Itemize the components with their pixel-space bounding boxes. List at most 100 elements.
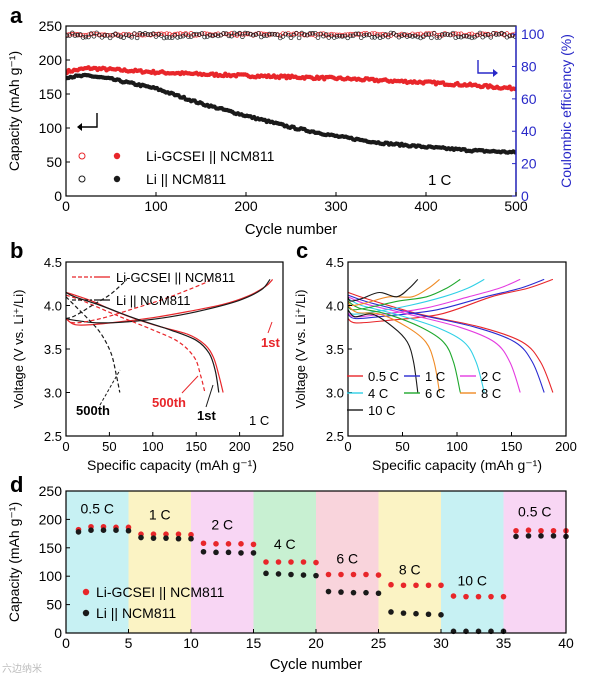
a-ce-point xyxy=(383,32,388,37)
a-ce-point xyxy=(180,31,186,37)
d-point xyxy=(413,582,419,589)
d-ytick-label: 200 xyxy=(39,511,63,527)
legend-a-red-label: Li-GCSEI || NCM811 xyxy=(146,148,275,164)
d-point xyxy=(350,589,357,596)
a-ce-point xyxy=(178,31,183,36)
a-ce-point xyxy=(348,33,353,39)
a-ce-point xyxy=(169,33,175,38)
a-ce-point xyxy=(137,32,143,38)
a-ce-point xyxy=(294,30,299,36)
a-ce-point xyxy=(423,32,429,38)
legend-cap-red-marker xyxy=(113,152,121,160)
d-point xyxy=(363,589,369,596)
a-ce-point xyxy=(121,35,126,40)
a-ce-point xyxy=(210,33,215,39)
d-band-label: 10 C xyxy=(457,572,487,588)
d-point xyxy=(375,572,382,578)
legend-d-black-label: Li || NCM811 xyxy=(96,605,176,621)
a-ce-point xyxy=(313,30,318,36)
a-ce-point xyxy=(256,31,261,36)
b-curve-gcsei-1st-discharge xyxy=(66,291,224,393)
a-ce-point xyxy=(156,32,161,37)
d-xtick-label: 35 xyxy=(496,635,512,651)
label-500th-black: 500th xyxy=(76,403,110,418)
d-point xyxy=(225,541,232,547)
a-right-tick-label: 20 xyxy=(521,156,537,172)
a-ce-point xyxy=(388,30,394,36)
a-ce-point xyxy=(164,35,170,40)
d-xtick-label: 10 xyxy=(183,635,199,651)
d-point xyxy=(250,541,257,548)
a-ce-point xyxy=(194,31,199,37)
a-ce-point xyxy=(448,32,453,38)
a-ce-point xyxy=(385,34,391,40)
left-axis-arrowhead-icon xyxy=(77,123,82,131)
a-ce-point xyxy=(431,30,437,36)
legend-d-red-label: Li-GCSEI || NCM811 xyxy=(96,584,225,600)
b-leader-1st-black xyxy=(205,384,214,408)
a-ce-point xyxy=(456,34,461,39)
a-xtick-label: 300 xyxy=(324,198,348,214)
panel-a: a 0 100 200 300 400 500 0 50 100 150 200 250 0 20 40… xyxy=(6,3,574,238)
d-band xyxy=(66,491,129,633)
d-point xyxy=(388,609,394,615)
d-point xyxy=(550,533,557,539)
d-point xyxy=(400,610,407,616)
a-ce-point xyxy=(315,35,321,40)
a-capacity-point xyxy=(512,150,516,155)
a-ce-point xyxy=(288,35,294,41)
c-legend-label: 1 C xyxy=(425,369,445,384)
a-ce-point xyxy=(151,31,156,36)
a-ce-point xyxy=(302,32,307,37)
d-point xyxy=(150,531,157,537)
a-ce-point xyxy=(272,32,278,37)
d-point xyxy=(88,527,94,533)
a-ce-point xyxy=(364,32,369,38)
a-ce-point xyxy=(275,32,280,38)
b-ytick-label: 4.0 xyxy=(44,299,62,314)
legend-d-black-marker xyxy=(82,609,90,617)
d-point xyxy=(425,582,432,589)
d-point xyxy=(400,582,407,589)
d-band-label: 0.5 C xyxy=(518,504,551,520)
a-ce-point xyxy=(410,34,415,39)
a-ce-point xyxy=(161,35,167,41)
c-ytick-label: 4.0 xyxy=(326,299,344,314)
d-point xyxy=(163,531,169,537)
a-ce-point xyxy=(145,32,151,37)
a-ce-point xyxy=(178,34,183,40)
d-xtick-label: 30 xyxy=(433,635,449,651)
d-point xyxy=(513,533,519,540)
a-ce-point xyxy=(188,31,194,36)
a-ce-point xyxy=(307,31,313,36)
d-point xyxy=(250,550,257,556)
panel-d-label: d xyxy=(10,472,23,497)
d-point xyxy=(338,571,344,578)
panel-d-ylabel: Capacity (mAh g⁻¹) xyxy=(6,502,22,622)
d-point xyxy=(263,559,269,565)
a-ytick-label: 50 xyxy=(46,154,62,170)
a-ce-point xyxy=(466,34,472,40)
a-ce-point xyxy=(412,33,418,39)
a-xtick-label: 400 xyxy=(414,198,438,214)
a-ce-point xyxy=(334,32,340,38)
a-ce-point xyxy=(288,32,294,38)
a-ce-point xyxy=(502,32,507,37)
c-discharge-curve xyxy=(348,298,485,393)
a-ce-point xyxy=(196,32,202,37)
a-ce-point xyxy=(153,31,159,37)
a-ce-point xyxy=(202,34,207,40)
c-ytick-label: 3.0 xyxy=(326,386,344,401)
a-ce-point xyxy=(99,32,105,38)
d-point xyxy=(188,531,194,538)
a-ce-point xyxy=(426,32,431,37)
a-ce-point xyxy=(402,32,407,37)
a-ce-point xyxy=(66,33,70,39)
a-ce-point xyxy=(485,32,491,37)
c-xtick-label: 0 xyxy=(344,439,351,454)
panel-c-curves xyxy=(348,278,554,393)
panel-d-rate-bands: 0.5 C 1 C 2 C 4 C 6 C 8 C 10 C 0.5 C xyxy=(66,491,566,633)
d-point xyxy=(238,550,244,556)
a-ce-point xyxy=(404,34,410,39)
